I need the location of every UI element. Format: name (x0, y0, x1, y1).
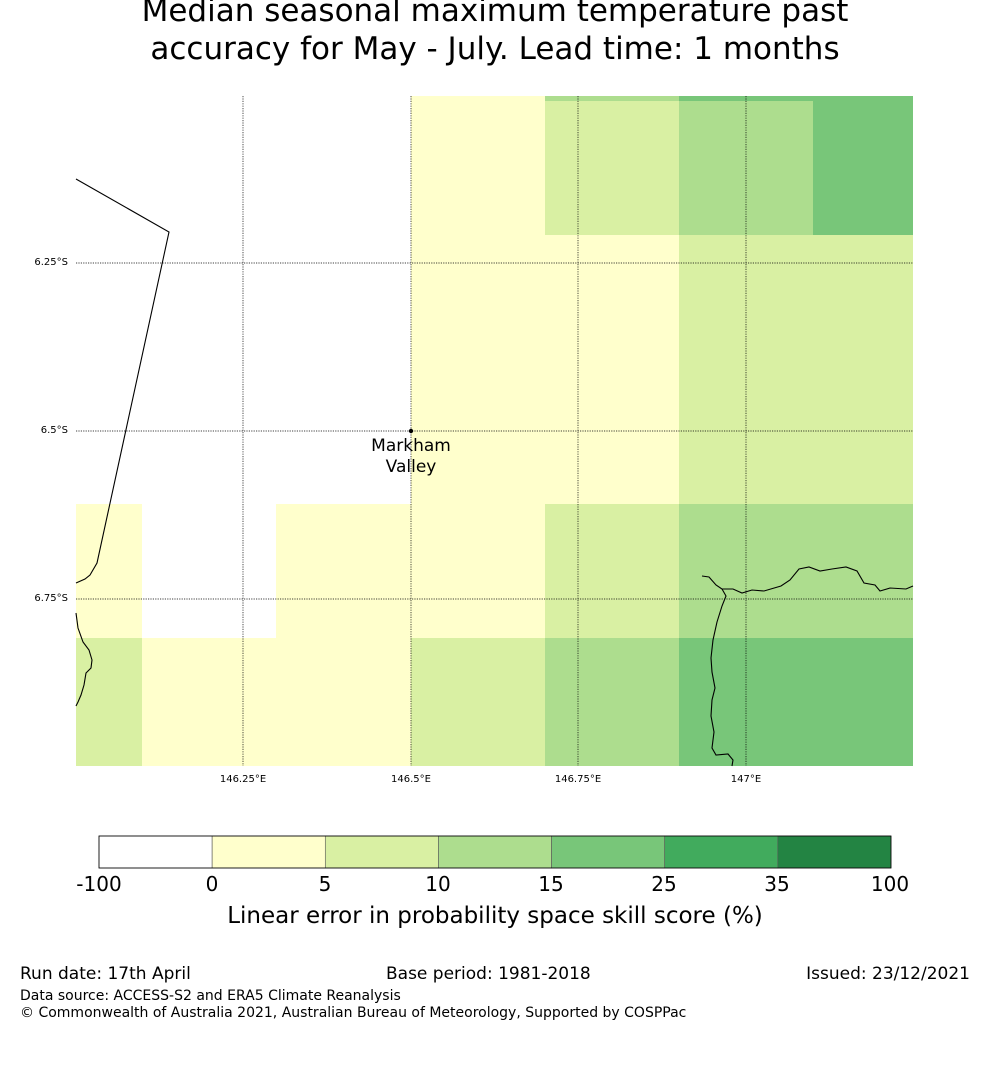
longitude-label-146-75e: 146.75°E (554, 774, 602, 785)
skill-map (75, 96, 914, 869)
skill-grid (76, 96, 913, 766)
colorbar-segment (777, 835, 892, 869)
grid-cell (813, 96, 913, 235)
grid-cell (545, 235, 679, 504)
grid-cell (411, 96, 545, 504)
coastline (75, 178, 914, 767)
grid-cell (679, 235, 913, 504)
colorbar-segment (438, 835, 552, 869)
colorbar-tick-label: 10 (425, 872, 451, 896)
grid-cell (679, 504, 913, 638)
colorbar-segment (551, 835, 666, 869)
issued-date: Issued: 23/12/2021 (806, 964, 970, 984)
province-boundary-line (75, 178, 170, 584)
colorbar-tick-label: 100 (870, 872, 910, 896)
colorbar-segment (98, 835, 213, 869)
grid-cell (76, 504, 142, 638)
map-title-line-2: accuracy for May - July. Lead time: 1 mo… (150, 31, 840, 67)
grid-cell (142, 504, 276, 638)
west-coastline (75, 612, 93, 707)
grid-cell (411, 504, 545, 638)
grid-cell (411, 638, 545, 766)
longitude-label-146-25e: 146.25°E (219, 774, 267, 785)
colorbar-segment (211, 835, 326, 869)
colorbar-tick-label: 5 (318, 872, 332, 896)
grid-cell (545, 96, 679, 101)
latitude-label-6-25s: 6.25°S (34, 257, 68, 268)
colorbar-segment (664, 835, 779, 869)
north-coastline (722, 566, 914, 594)
latitude-label-6-5s: 6.5°S (40, 425, 68, 436)
longitude-label-147e: 147°E (730, 774, 762, 785)
grid-cell (679, 96, 913, 101)
grid-cell (545, 504, 679, 638)
run-date: Run date: 17th April (20, 964, 191, 984)
copyright: © Commonwealth of Australia 2021, Austra… (20, 1005, 687, 1021)
markham-valley-marker (408, 428, 414, 434)
longitude-label-146-5e: 146.5°E (391, 774, 431, 785)
colorbar-frame (98, 835, 892, 869)
colorbar-segment (324, 835, 439, 869)
base-period: Base period: 1981-2018 (386, 964, 591, 984)
grid-cell (76, 638, 142, 766)
grid-cell (545, 638, 679, 766)
grid-cell (545, 96, 679, 235)
grid-cell (679, 638, 913, 766)
latitude-label-6-75s: 6.75°S (34, 593, 68, 604)
colorbar-tick-label: -100 (76, 872, 122, 896)
colorbar-label: Linear error in probability space skill … (227, 903, 763, 929)
map-title: Median seasonal maximum temperature past… (0, 0, 990, 68)
place-name-line-1: Markham (371, 436, 451, 456)
colorbar-tick-label: 25 (651, 872, 677, 896)
data-source: Data source: ACCESS-S2 and ERA5 Climate … (20, 988, 401, 1004)
colorbar-tick-label: 15 (538, 872, 564, 896)
grid-cell (276, 504, 411, 638)
place-name-line-2: Valley (385, 457, 437, 477)
colorbar-tick-label: 0 (205, 872, 219, 896)
place-label-markham-valley: Markham Valley (351, 436, 471, 478)
map-title-line-1: Median seasonal maximum temperature past (141, 0, 849, 29)
graticule (76, 96, 913, 766)
grid-cell (142, 638, 411, 766)
colorbar (98, 835, 892, 869)
colorbar-tick-label: 35 (764, 872, 790, 896)
